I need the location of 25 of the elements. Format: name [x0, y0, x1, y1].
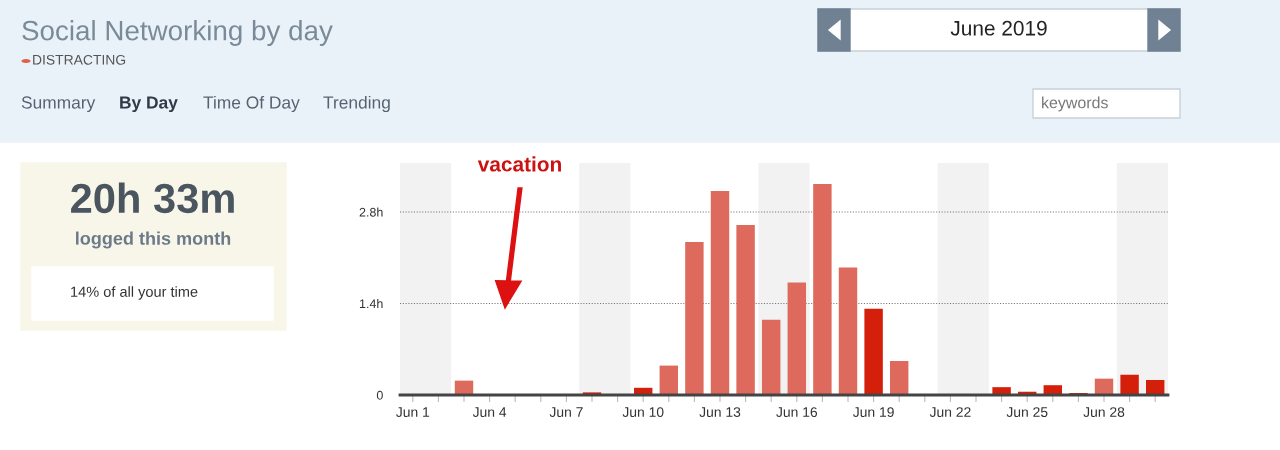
text: Summary	[21, 96, 96, 113]
text: keywords	[1042, 96, 1108, 112]
x-tick-label: Jun 10	[622, 407, 664, 418]
text: By Day	[120, 96, 178, 113]
x-tick-label: Jun 25	[1006, 407, 1048, 418]
text: Trending	[323, 95, 390, 113]
y-tick-label: 2.8h	[359, 207, 383, 217]
text: DISTRACTING	[33, 54, 126, 65]
x-tick-label: Jun 16	[776, 407, 818, 418]
x-tick-label: Jun 19	[852, 407, 894, 418]
x-tick-label: Jun 4	[472, 407, 507, 418]
x-tick-label: Jun 28	[1083, 407, 1125, 418]
text: 20h 33m	[71, 182, 234, 214]
text: Social Networking by day	[22, 20, 333, 46]
text: Time Of Day	[203, 95, 300, 113]
x-tick-label: Jun 7	[549, 407, 583, 418]
text: logged this month	[76, 231, 231, 249]
annotation: vacation	[477, 156, 561, 172]
text: June 2019	[950, 20, 1047, 36]
x-tick-label: Jun 13	[699, 407, 741, 418]
y-tick-label: 0	[376, 390, 383, 400]
y-tick-label: 1.4h	[359, 298, 383, 309]
x-tick-label: Jun 22	[929, 407, 971, 418]
text: 14% of all your time	[71, 286, 198, 300]
x-tick-label: Jun 1	[396, 407, 430, 418]
